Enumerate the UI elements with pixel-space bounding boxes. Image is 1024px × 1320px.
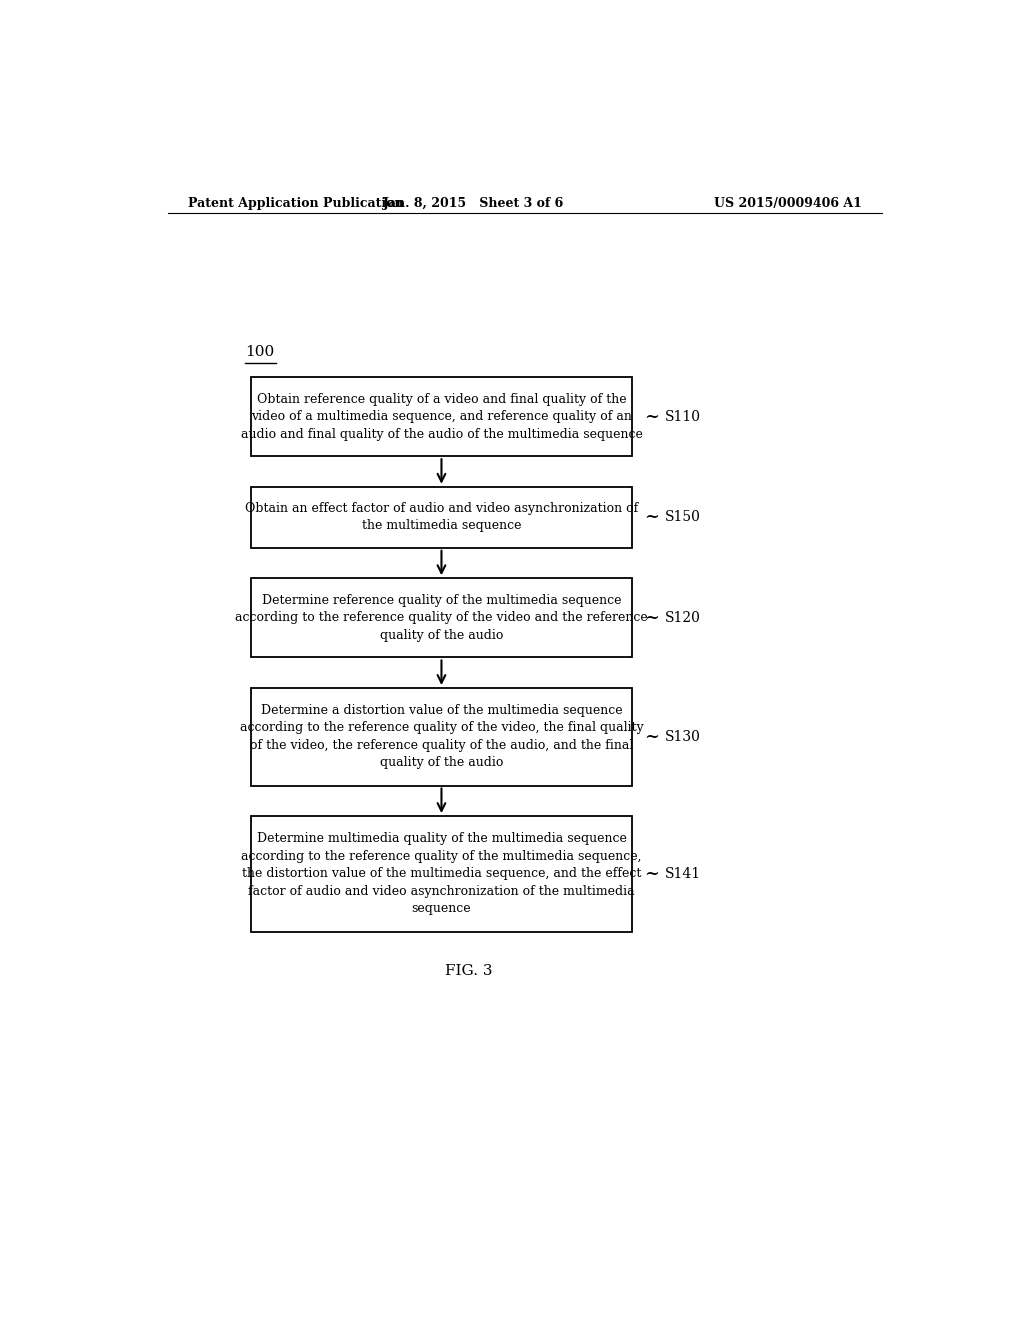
Text: Determine a distortion value of the multimedia sequence
according to the referen: Determine a distortion value of the mult… bbox=[240, 704, 643, 770]
Text: S141: S141 bbox=[666, 867, 701, 880]
Text: Obtain reference quality of a video and final quality of the
video of a multimed: Obtain reference quality of a video and … bbox=[241, 392, 642, 441]
Text: ~: ~ bbox=[644, 508, 658, 527]
Bar bbox=[251, 487, 632, 548]
Text: Obtain an effect factor of audio and video asynchronization of
the multimedia se: Obtain an effect factor of audio and vid… bbox=[245, 502, 638, 532]
Bar bbox=[251, 378, 632, 457]
Text: ~: ~ bbox=[644, 408, 658, 425]
Text: ~: ~ bbox=[644, 727, 658, 746]
Text: S120: S120 bbox=[666, 611, 701, 624]
Text: 100: 100 bbox=[246, 345, 274, 359]
Text: Patent Application Publication: Patent Application Publication bbox=[187, 197, 403, 210]
Text: S150: S150 bbox=[666, 511, 701, 524]
Text: ~: ~ bbox=[644, 865, 658, 883]
Text: S130: S130 bbox=[666, 730, 701, 743]
Bar bbox=[251, 578, 632, 657]
Text: S110: S110 bbox=[666, 409, 701, 424]
Text: Determine reference quality of the multimedia sequence
according to the referenc: Determine reference quality of the multi… bbox=[236, 594, 648, 642]
Text: ~: ~ bbox=[644, 609, 658, 627]
Text: US 2015/0009406 A1: US 2015/0009406 A1 bbox=[714, 197, 862, 210]
Bar bbox=[251, 816, 632, 932]
Text: Determine multimedia quality of the multimedia sequence
according to the referen: Determine multimedia quality of the mult… bbox=[242, 833, 642, 916]
Bar bbox=[251, 688, 632, 785]
Text: FIG. 3: FIG. 3 bbox=[445, 964, 493, 978]
Text: Jan. 8, 2015   Sheet 3 of 6: Jan. 8, 2015 Sheet 3 of 6 bbox=[383, 197, 564, 210]
